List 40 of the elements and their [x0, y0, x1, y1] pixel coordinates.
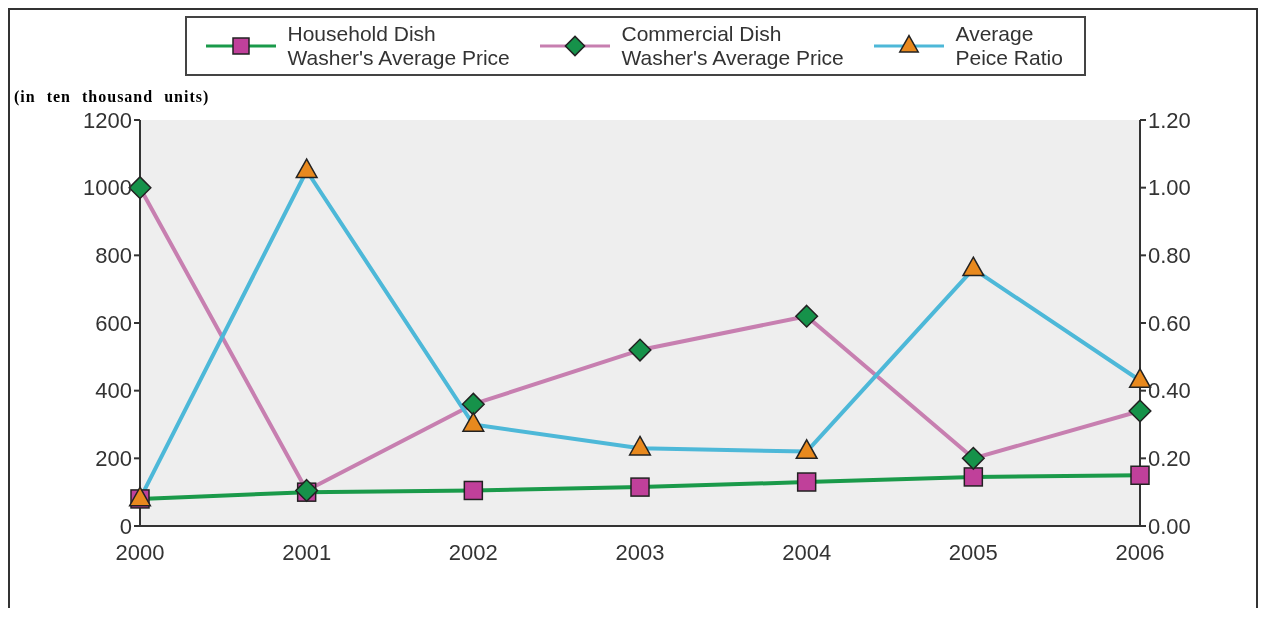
point	[795, 439, 818, 460]
point	[463, 480, 484, 501]
y2-tick-label: 0.80	[1148, 243, 1191, 269]
text: (in ten thousand units)	[14, 88, 211, 106]
y-tick-label: 800	[95, 243, 132, 269]
x-tick-label: 2004	[782, 539, 832, 565]
x-tick-label: 2003	[615, 539, 665, 565]
y-tick-label: 1000	[83, 175, 132, 201]
y-tick-label: 200	[95, 446, 132, 472]
point	[795, 304, 819, 328]
y2-tick-label: 0.40	[1148, 378, 1191, 404]
point	[628, 435, 652, 456]
x-tick-label: 2000	[115, 539, 165, 565]
y2-tick-label: 1.00	[1148, 175, 1191, 201]
y-tick-label: 600	[95, 310, 132, 336]
point	[961, 446, 985, 470]
x-tick-label: 2001	[282, 539, 332, 565]
x-tick-label: 2002	[448, 539, 498, 565]
y-tick-label: 0	[119, 513, 132, 539]
point	[796, 472, 817, 492]
y-tick-label: 1200	[83, 107, 132, 133]
legend-label: Household Dish Washer's Average Price	[287, 22, 511, 70]
x-tick-label: 2005	[948, 539, 998, 565]
point	[1128, 399, 1152, 423]
y2-tick-label: 1.20	[1148, 107, 1191, 133]
point	[461, 392, 485, 416]
point	[462, 412, 485, 432]
point	[628, 338, 652, 362]
point	[1130, 465, 1150, 485]
point	[295, 158, 318, 179]
legend-label: Average Peice Ratio	[955, 22, 1064, 70]
x-tick-label: 2006	[1115, 539, 1165, 565]
point	[630, 477, 650, 497]
y2-tick-label: 0.20	[1148, 446, 1191, 472]
y2-tick-label: 0.00	[1148, 513, 1191, 539]
point	[963, 467, 984, 487]
y-tick-label: 400	[95, 378, 132, 404]
point	[962, 256, 985, 277]
y2-tick-label: 0.60	[1148, 310, 1191, 336]
legend-label: Commercial Dish Washer's Average Price	[621, 22, 845, 70]
